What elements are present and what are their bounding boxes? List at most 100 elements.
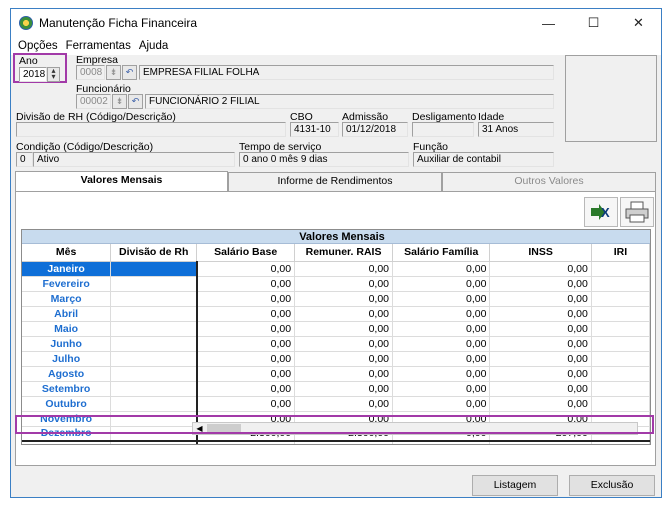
funcionario-lookup-button[interactable]: ⇟ [112,94,127,109]
value-cell[interactable]: 0,00 [196,276,296,292]
table-row[interactable]: Setembro 0,00 0,00 0,00 0,00 [22,381,650,397]
value-cell[interactable]: 0,00 [392,366,491,382]
table-row[interactable]: Agosto 0,00 0,00 0,00 0,00 [22,366,650,382]
col-header-remuner-rais[interactable]: Remuner. RAIS [294,244,394,262]
divisao-cell[interactable] [110,336,198,352]
value-cell[interactable]: 0,00 [392,291,491,307]
value-cell[interactable]: 0,00 [392,276,491,292]
print-button[interactable] [620,197,654,227]
divisao-cell[interactable] [110,261,198,277]
value-cell[interactable]: 0,00 [489,396,592,412]
table-row[interactable]: Fevereiro 0,00 0,00 0,00 0,00 [22,276,650,292]
scroll-thumb[interactable] [207,424,241,433]
divisao-cell[interactable] [110,306,198,322]
col-header-salario-base[interactable]: Salário Base [196,244,296,262]
value-cell[interactable]: 0,00 [392,336,491,352]
value-cell[interactable]: 0,00 [294,321,394,337]
month-cell[interactable]: Março [22,291,112,307]
value-cell[interactable]: 0,00 [196,336,296,352]
value-cell[interactable] [591,396,650,412]
col-header-divisao[interactable]: Divisão de Rh [110,244,198,262]
value-cell[interactable]: 0,00 [196,351,296,367]
table-row[interactable]: Março 0,00 0,00 0,00 0,00 [22,291,650,307]
value-cell[interactable]: 0,00 [196,261,296,277]
value-cell[interactable] [591,276,650,292]
listagem-button[interactable]: Listagem [472,475,558,496]
empresa-code-field[interactable]: 0008 [76,65,105,80]
table-row[interactable]: Junho 0,00 0,00 0,00 0,00 [22,336,650,352]
value-cell[interactable]: 0,00 [489,276,592,292]
divisao-cell[interactable] [110,351,198,367]
month-cell[interactable]: Junho [22,336,112,352]
value-cell[interactable]: 0,00 [196,396,296,412]
table-row[interactable]: Maio 0,00 0,00 0,00 0,00 [22,321,650,337]
value-cell[interactable] [591,351,650,367]
month-cell[interactable]: Outubro [22,396,112,412]
table-row[interactable]: Julho 0,00 0,00 0,00 0,00 [22,351,650,367]
month-cell[interactable]: Janeiro [22,261,112,277]
value-cell[interactable]: 0,00 [294,261,394,277]
ano-input[interactable]: 2018 [19,67,47,82]
divisao-cell[interactable] [110,396,198,412]
value-cell[interactable]: 0,00 [489,381,592,397]
month-cell[interactable]: Setembro [22,381,112,397]
tab-valores-mensais[interactable]: Valores Mensais [15,171,228,192]
value-cell[interactable]: 0,00 [196,366,296,382]
menu-ajuda[interactable]: Ajuda [138,40,169,52]
col-header-salario-familia[interactable]: Salário Família [392,244,491,262]
value-cell[interactable]: 0,00 [196,291,296,307]
value-cell[interactable] [591,381,650,397]
value-cell[interactable]: 0,00 [294,276,394,292]
value-cell[interactable] [591,261,650,277]
value-cell[interactable]: 0,00 [489,366,592,382]
value-cell[interactable]: 0,00 [196,306,296,322]
value-cell[interactable] [591,366,650,382]
value-cell[interactable]: 0,00 [294,396,394,412]
value-cell[interactable]: 0,00 [489,321,592,337]
exclusao-button[interactable]: Exclusão [569,475,655,496]
funcionario-code-field[interactable]: 00002 [76,94,111,109]
month-cell[interactable]: Maio [22,321,112,337]
maximize-button[interactable]: ☐ [587,15,600,30]
value-cell[interactable]: 0,00 [294,306,394,322]
value-cell[interactable]: 0,00 [392,351,491,367]
month-cell[interactable]: Abril [22,306,112,322]
value-cell[interactable] [591,321,650,337]
value-cell[interactable]: 0,00 [392,306,491,322]
value-cell[interactable] [591,291,650,307]
value-cell[interactable] [591,336,650,352]
value-cell[interactable]: 0,00 [196,381,296,397]
value-cell[interactable]: 0,00 [489,291,592,307]
value-cell[interactable]: 0,00 [392,381,491,397]
tab-outros-valores[interactable]: Outros Valores [442,172,656,191]
menu-ferramentas[interactable]: Ferramentas [65,40,131,52]
divisao-cell[interactable] [110,291,198,307]
funcionario-undo-icon[interactable]: ↶ [128,94,143,109]
value-cell[interactable]: 0,00 [294,336,394,352]
horizontal-scrollbar[interactable]: ◀ [192,422,638,435]
tab-informe-rendimentos[interactable]: Informe de Rendimentos [228,172,442,191]
value-cell[interactable]: 0,00 [196,321,296,337]
value-cell[interactable]: 0,00 [392,321,491,337]
divisao-cell[interactable] [110,381,198,397]
value-cell[interactable] [591,306,650,322]
value-cell[interactable]: 0,00 [489,306,592,322]
close-button[interactable]: ✕ [633,15,644,30]
value-cell[interactable]: 0,00 [294,351,394,367]
excel-export-button[interactable]: X [584,197,618,227]
table-row[interactable]: Janeiro 0,00 0,00 0,00 0,00 [22,261,650,277]
empresa-undo-icon[interactable]: ↶ [122,65,137,80]
col-header-mes[interactable]: Mês [22,244,112,262]
value-cell[interactable]: 0,00 [489,336,592,352]
scroll-left-icon[interactable]: ◀ [196,424,203,433]
divisao-cell[interactable] [110,411,198,427]
minimize-button[interactable]: — [542,15,555,31]
value-cell[interactable]: 0,00 [294,366,394,382]
table-row[interactable]: Outubro 0,00 0,00 0,00 0,00 [22,396,650,412]
col-header-iri[interactable]: IRI [591,244,650,262]
value-cell[interactable]: 0,00 [489,261,592,277]
month-cell[interactable]: Julho [22,351,112,367]
value-cell[interactable]: 0,00 [392,261,491,277]
divisao-cell[interactable] [110,366,198,382]
month-cell[interactable]: Agosto [22,366,112,382]
